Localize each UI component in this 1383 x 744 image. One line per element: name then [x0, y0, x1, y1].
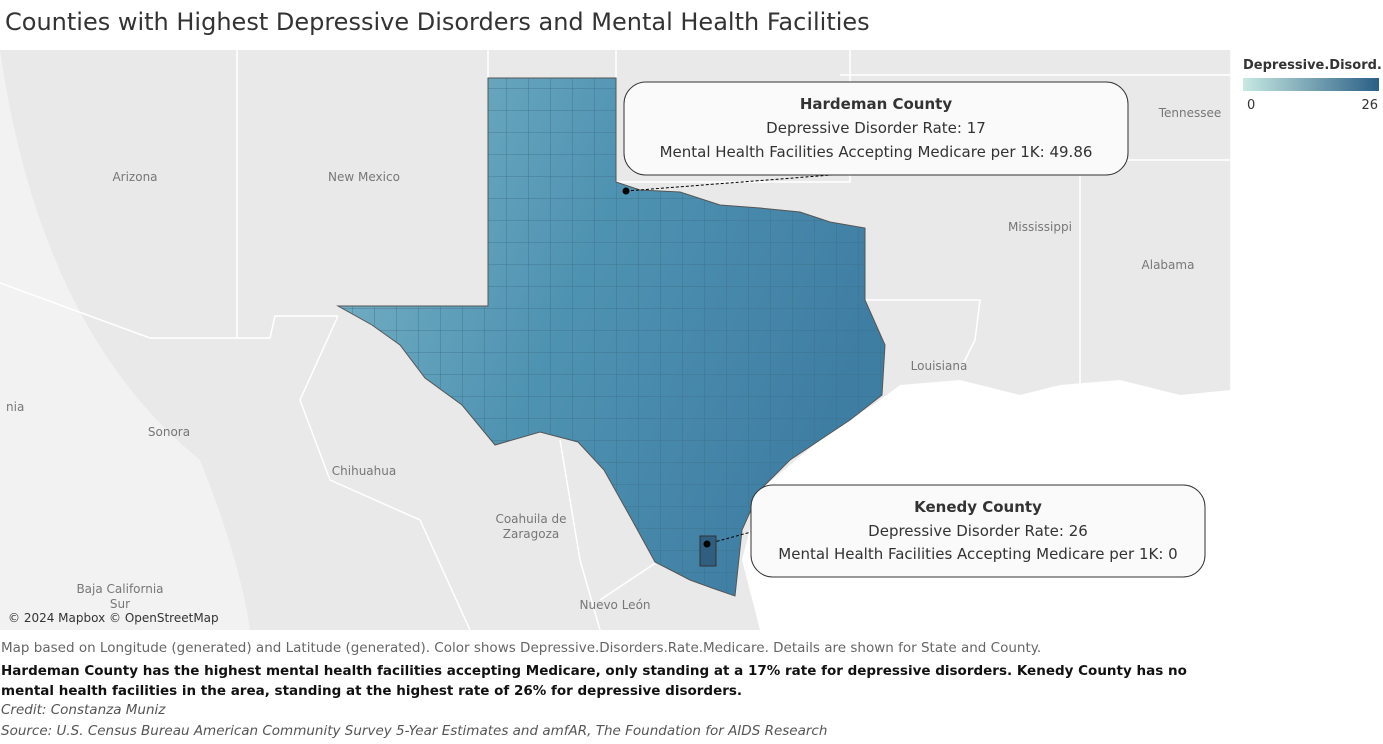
map-label: Chihuahua — [332, 464, 396, 478]
legend-max: 26 — [1361, 98, 1378, 113]
map-label: Tennessee — [1158, 106, 1222, 120]
caption: Hardeman County has the highest mental h… — [1, 663, 1187, 699]
map-label: Baja California — [76, 582, 163, 596]
caption: Credit: Constanza Muniz — [1, 702, 166, 718]
annotation-line: Depressive Disorder Rate: 17 — [766, 119, 986, 137]
caption: Map based on Longitude (generated) and L… — [1, 640, 1042, 656]
map-label: Zaragoza — [503, 527, 559, 541]
annotation-box — [623, 81, 1129, 176]
map-label: Sonora — [148, 425, 190, 439]
annotation-point — [703, 540, 711, 548]
highlighted-county — [699, 535, 717, 567]
map-label: Arizona — [112, 170, 157, 184]
map-label: Louisiana — [911, 359, 968, 373]
annotation-line: Mental Health Facilities Accepting Medic… — [778, 545, 1177, 563]
annotation-line: Depressive Disorder Rate: 26 — [868, 522, 1088, 540]
annotation-leader — [625, 171, 871, 192]
borders — [0, 50, 1232, 631]
title: Counties with Highest Depressive Disorde… — [5, 8, 870, 36]
map-label: nia — [6, 400, 24, 414]
caption: Source: U.S. Census Bureau American Comm… — [1, 723, 828, 739]
annotation-line: Mental Health Facilities Accepting Medic… — [660, 143, 1093, 161]
annotation-point — [622, 187, 630, 195]
legend-title: Depressive.Disord.. — [1243, 58, 1383, 73]
legend-gradient — [1243, 78, 1379, 91]
legend-min: 0 — [1247, 98, 1255, 113]
attribution: © 2024 Mapbox © OpenStreetMap — [8, 611, 219, 625]
map-label: Mississippi — [1008, 220, 1072, 234]
annotation-title: Kenedy County — [914, 498, 1042, 516]
annotation-box — [750, 484, 1206, 578]
map-label: New Mexico — [328, 170, 400, 184]
map-label: Coahuila de — [495, 512, 566, 526]
map-label: Nuevo León — [579, 598, 650, 612]
gulf-of-california — [0, 50, 250, 630]
map-label: Alabama — [1142, 258, 1195, 272]
map-label: Sur — [110, 597, 130, 611]
annotation-title: Hardeman County — [800, 95, 952, 113]
